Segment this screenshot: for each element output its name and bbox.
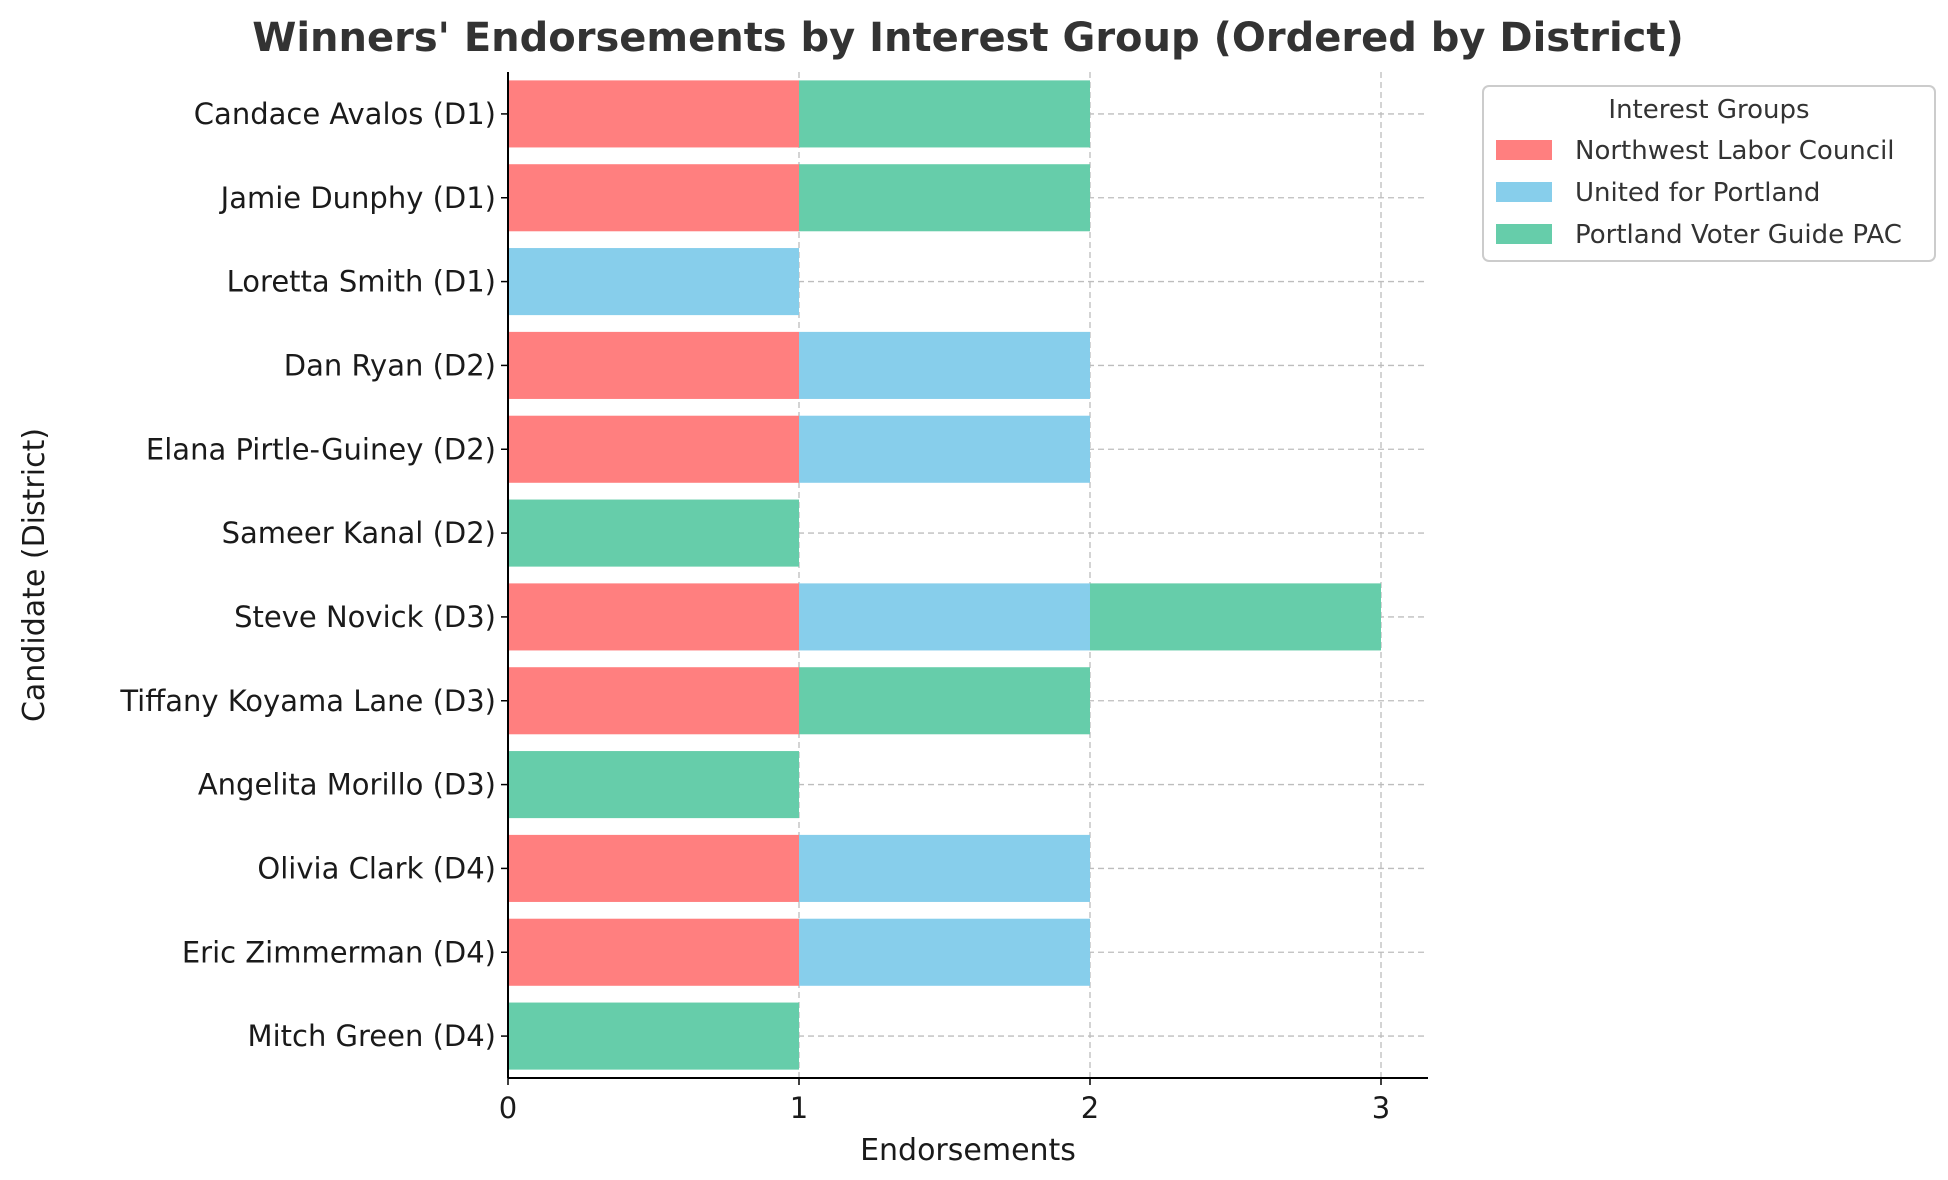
y-tick-label: Loretta Smith (D1) <box>227 265 496 299</box>
y-tick-label: Sameer Kanal (D2) <box>222 516 496 550</box>
y-tick-label: Elana Pirtle-Guiney (D2) <box>146 432 496 466</box>
legend-swatch <box>1496 182 1552 202</box>
y-axis-label: Candidate (District) <box>17 428 52 722</box>
legend: Interest Groups Northwest Labor Council U… <box>1482 85 1936 262</box>
bars <box>508 80 1381 1070</box>
legend-swatch <box>1496 140 1552 160</box>
y-tick-label: Tiffany Koyama Lane (D3) <box>119 684 496 718</box>
y-tick-label: Steve Novick (D3) <box>234 600 496 634</box>
bar-segment <box>508 918 799 986</box>
bar-segment <box>799 415 1090 483</box>
legend-label: United for Portland <box>1575 178 1820 208</box>
y-tick-label: Mitch Green (D4) <box>248 1019 496 1053</box>
y-tick-label: Dan Ryan (D2) <box>284 348 496 382</box>
bar-segment <box>508 667 799 735</box>
legend-title: Interest Groups <box>1608 95 1809 125</box>
bar-segment <box>508 583 799 651</box>
legend-swatch <box>1496 224 1552 244</box>
bar-segment <box>508 248 799 316</box>
bar-segment <box>799 834 1090 902</box>
bar-segment <box>508 751 799 819</box>
bar-segment <box>799 583 1090 651</box>
legend-items: Northwest Labor Council United for Portla… <box>1496 136 1902 250</box>
axes <box>501 72 1428 1085</box>
x-axis-label: Endorsements <box>860 1133 1076 1168</box>
bar-segment <box>508 80 799 148</box>
bar-segment <box>799 164 1090 232</box>
bar-segment <box>799 667 1090 735</box>
bar-segment <box>799 80 1090 148</box>
chart-title: Winners' Endorsements by Interest Group … <box>252 15 1684 61</box>
bar-segment <box>1090 583 1381 651</box>
x-tick-label: 3 <box>1372 1091 1390 1125</box>
y-tick-label: Angelita Morillo (D3) <box>198 768 496 802</box>
bar-segment <box>508 1002 799 1070</box>
y-tick-labels: Candace Avalos (D1) Jamie Dunphy (D1) Lore… <box>119 97 496 1053</box>
y-tick-label: Olivia Clark (D4) <box>257 851 496 885</box>
legend-label: Portland Voter Guide PAC <box>1575 220 1902 250</box>
bar-segment <box>799 918 1090 986</box>
bar-segment <box>508 834 799 902</box>
legend-box <box>1482 85 1936 262</box>
x-tick-labels: 0 1 2 3 <box>499 1091 1390 1125</box>
x-tick-label: 1 <box>790 1091 808 1125</box>
bar-segment <box>508 331 799 399</box>
y-tick-label: Jamie Dunphy (D1) <box>219 181 496 215</box>
bar-segment <box>508 499 799 567</box>
x-tick-label: 2 <box>1081 1091 1099 1125</box>
legend-label: Northwest Labor Council <box>1575 136 1895 166</box>
bar-segment <box>508 415 799 483</box>
bar-segment <box>508 164 799 232</box>
bar-segment <box>799 331 1090 399</box>
y-tick-label: Eric Zimmerman (D4) <box>182 935 496 969</box>
x-tick-label: 0 <box>499 1091 517 1125</box>
y-tick-label: Candace Avalos (D1) <box>194 97 496 131</box>
